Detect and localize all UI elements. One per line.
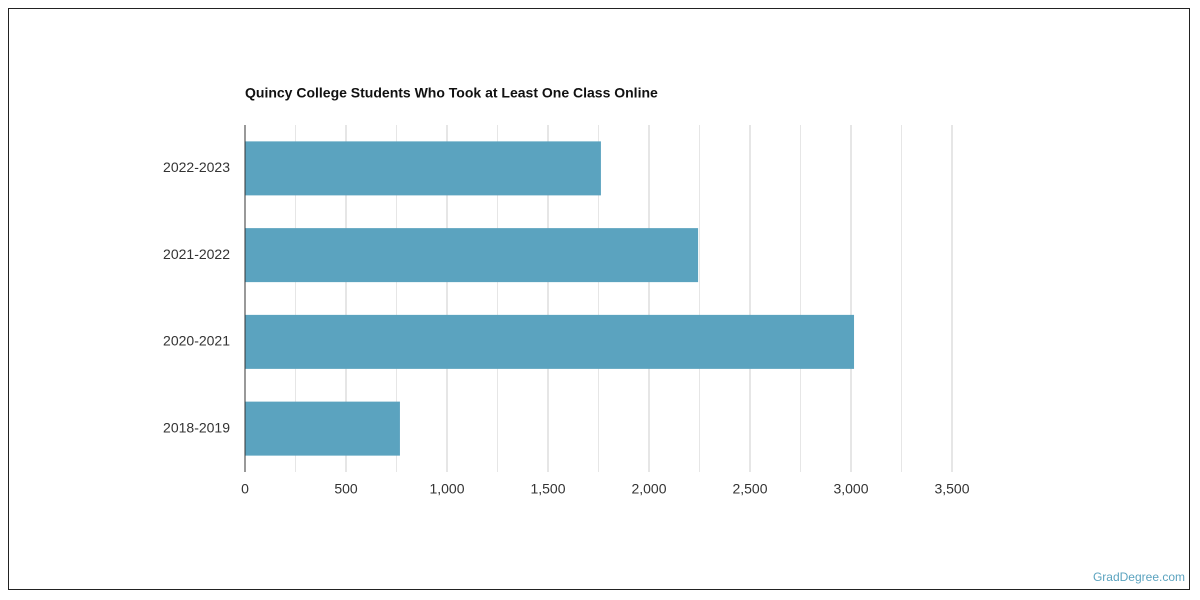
bar — [245, 314, 855, 369]
x-tick-label: 2,000 — [631, 481, 666, 497]
bar — [245, 228, 699, 283]
bar — [245, 141, 601, 196]
x-tick-label: 0 — [241, 481, 249, 497]
x-tick-label: 1,500 — [530, 481, 565, 497]
y-tick-label: 2022-2023 — [163, 159, 230, 175]
source[interactable]: GradDegree.com — [1093, 570, 1185, 584]
y-tick-label: 2021-2022 — [163, 246, 230, 262]
x-tick-label: 2,500 — [732, 481, 767, 497]
y-tick-label: 2020-2021 — [163, 333, 230, 349]
chart-title: Quincy College Students Who Took at Leas… — [245, 85, 658, 101]
x-tick-label: 3,000 — [833, 481, 868, 497]
y-tick-label: 2018-2019 — [163, 419, 230, 435]
x-tick-label: 1,000 — [429, 481, 464, 497]
bar — [245, 401, 400, 456]
x-tick-label: 3,500 — [934, 481, 969, 497]
x-tick-label: 500 — [334, 481, 358, 497]
